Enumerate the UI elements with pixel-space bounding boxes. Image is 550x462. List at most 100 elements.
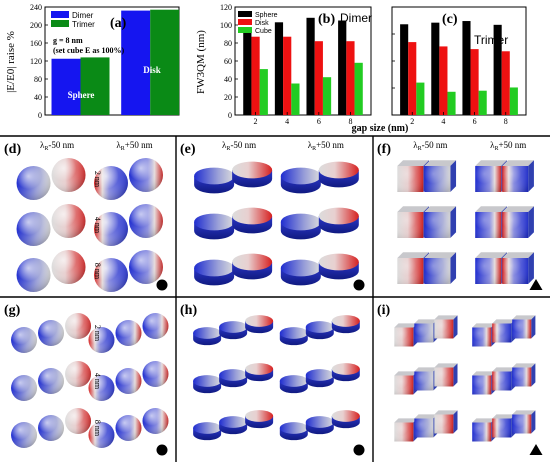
xtick-label: 2 bbox=[410, 117, 414, 126]
bar-cube-2 bbox=[259, 69, 268, 115]
gap-label: 4 nm bbox=[93, 217, 102, 234]
disk-particle bbox=[279, 327, 308, 346]
bar-sphere-4 bbox=[274, 22, 284, 115]
chart-b-title: Dimer bbox=[340, 11, 372, 25]
panel-label: (h) bbox=[180, 303, 197, 318]
chart-1-ytick-label: 40 bbox=[224, 75, 232, 84]
chart-c-xticks: 2 4 6 8 bbox=[410, 112, 508, 126]
bar-disk-8 bbox=[346, 41, 355, 116]
legend-swatch-sphere bbox=[238, 11, 252, 17]
cube-particle bbox=[394, 371, 418, 395]
cube-particle bbox=[512, 410, 536, 434]
disk-particle bbox=[279, 375, 308, 394]
disk-particle bbox=[318, 161, 359, 188]
sphere-particle bbox=[88, 375, 115, 401]
chart-b: 0 20 40 60 80 100 120 2 4 6 8 FW3QM (nm) (b) Dime… bbox=[195, 3, 372, 126]
field-map-panel-e: (e) λR-50 nm λR+50 nm bbox=[180, 140, 365, 291]
disk-particle bbox=[219, 416, 248, 435]
chart-a-category-sphere: Sphere bbox=[68, 90, 95, 100]
disk-particle bbox=[194, 167, 235, 194]
cube-particle bbox=[492, 414, 516, 438]
sphere-particle bbox=[115, 320, 142, 346]
disk-particle bbox=[331, 363, 360, 382]
sphere-particle bbox=[88, 422, 115, 448]
sphere-particle bbox=[38, 415, 65, 441]
sphere-particle bbox=[51, 250, 86, 284]
gap-label: 2 nm bbox=[93, 325, 102, 342]
cube-particle bbox=[424, 206, 457, 238]
disk-particle bbox=[193, 327, 222, 346]
disk-particle bbox=[331, 410, 360, 429]
cube-particle bbox=[414, 414, 438, 438]
chart-c-panel-label: (c) bbox=[442, 12, 458, 27]
xtick-label: 8 bbox=[348, 117, 352, 126]
sphere-particle bbox=[16, 258, 51, 292]
sphere-particle bbox=[128, 204, 163, 238]
shape-symbol-circle bbox=[353, 444, 365, 456]
chart-b-bars bbox=[243, 17, 363, 116]
chart-b-yticks: 0 20 40 60 80 100 120 bbox=[220, 3, 238, 120]
cube-particle bbox=[424, 160, 457, 192]
bar-sphere-6 bbox=[462, 21, 471, 115]
bar-cube-6 bbox=[478, 90, 487, 115]
sphere-particle bbox=[51, 204, 86, 238]
chart-c-title: Trimer bbox=[474, 33, 508, 47]
bar-sphere-6 bbox=[306, 17, 315, 115]
disk-particle bbox=[245, 315, 274, 334]
chart-1-ytick-label: 120 bbox=[220, 3, 232, 12]
disk-particle bbox=[193, 422, 222, 441]
xtick-label: 6 bbox=[473, 117, 477, 126]
chart-b-ylabel: FW3QM (nm) bbox=[195, 30, 207, 94]
legend-label-trimer: Trimer bbox=[72, 20, 95, 29]
bar-disk-4 bbox=[283, 36, 292, 116]
chart-c-yticks bbox=[392, 6, 395, 116]
disk-particle bbox=[194, 259, 235, 286]
xtick-label: 2 bbox=[254, 117, 258, 126]
chart-a-ytick-label: 160 bbox=[30, 39, 42, 48]
sphere-particle bbox=[16, 166, 51, 200]
disk-particle bbox=[219, 321, 248, 340]
sphere-particle bbox=[115, 368, 142, 394]
cube-particle bbox=[472, 371, 496, 395]
cube-particle bbox=[492, 319, 516, 343]
xtick-label: 4 bbox=[285, 117, 289, 126]
chart-a-ytick-label: 120 bbox=[30, 57, 42, 66]
bar-dimer-sphere bbox=[51, 58, 81, 115]
sphere-particle bbox=[38, 368, 65, 394]
legend-swatch-trimer bbox=[51, 20, 69, 27]
chart-a-bars bbox=[51, 9, 180, 116]
disk-particle bbox=[318, 253, 359, 280]
bar-cube-8 bbox=[509, 87, 518, 115]
cube-particle bbox=[397, 206, 430, 238]
cube-particle bbox=[434, 410, 458, 434]
chart-a-ytick-label: 80 bbox=[34, 75, 42, 84]
chart-1-ytick-label: 20 bbox=[224, 93, 232, 102]
sphere-particle bbox=[115, 415, 142, 441]
cube-particle bbox=[414, 367, 438, 391]
cube-particle bbox=[424, 252, 457, 284]
sphere-particle bbox=[142, 313, 169, 339]
chart-c-bars bbox=[400, 21, 518, 116]
chart-a-category-disk: Disk bbox=[143, 65, 161, 75]
shape-symbol-circle bbox=[353, 279, 365, 291]
field-map-panel-g: (g) 2 nm 4 nm 8 nm bbox=[4, 303, 169, 456]
cube-particle bbox=[472, 418, 496, 442]
disk-particle bbox=[318, 207, 359, 234]
chart-b-xticks: 2 4 6 8 bbox=[254, 112, 352, 126]
bar-cube-8 bbox=[354, 62, 363, 115]
cube-particle bbox=[394, 418, 418, 442]
legend-label-cube: Cube bbox=[255, 28, 272, 35]
disk-particle bbox=[232, 161, 273, 188]
legend-swatch-disk bbox=[238, 19, 252, 25]
disk-particle bbox=[305, 369, 334, 388]
shape-symbol-triangle bbox=[529, 444, 543, 455]
disk-particle bbox=[305, 416, 334, 435]
field-map-panels: (d) λR-50 nm λR+50 nm 2 nm 4 nm 8 nm (e) λR-50 … bbox=[4, 140, 543, 456]
cube-particle bbox=[434, 315, 458, 339]
cube-particle bbox=[414, 319, 438, 343]
disk-particle bbox=[219, 369, 248, 388]
shape-symbol-circle bbox=[156, 444, 168, 456]
cube-particle bbox=[502, 206, 534, 238]
cube-particle bbox=[397, 252, 430, 284]
